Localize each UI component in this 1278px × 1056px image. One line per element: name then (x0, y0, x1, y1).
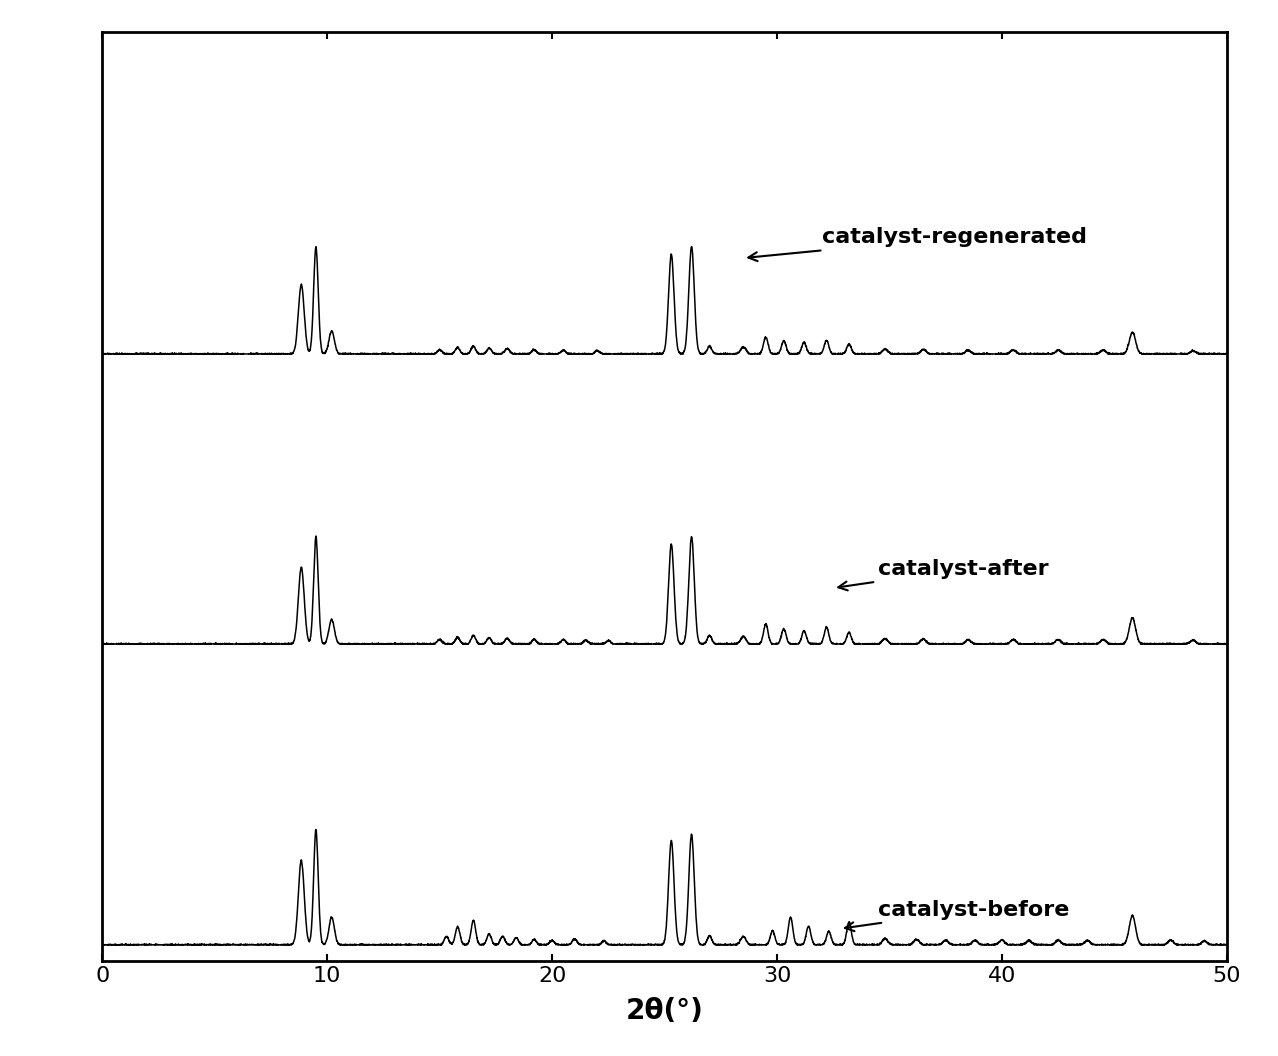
Text: catalyst-before: catalyst-before (845, 900, 1070, 931)
Text: catalyst-regenerated: catalyst-regenerated (749, 227, 1088, 261)
Text: catalyst-after: catalyst-after (838, 559, 1049, 590)
X-axis label: 2θ(°): 2θ(°) (626, 997, 703, 1025)
